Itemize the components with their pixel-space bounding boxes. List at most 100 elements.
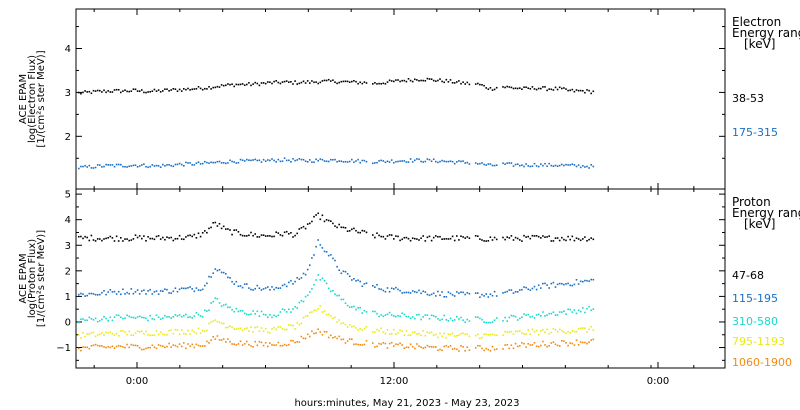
data-point xyxy=(174,238,177,240)
data-point xyxy=(571,311,574,313)
data-point xyxy=(588,328,590,331)
data-point xyxy=(468,320,471,322)
data-point xyxy=(407,315,410,318)
data-point xyxy=(195,311,198,314)
data-point xyxy=(372,234,374,236)
data-point xyxy=(550,282,553,285)
data-point xyxy=(537,333,540,336)
legend-entry: 47-68 xyxy=(732,269,764,282)
data-point xyxy=(306,80,309,82)
series-115-195 xyxy=(78,239,595,298)
data-point xyxy=(126,166,128,168)
data-point xyxy=(107,345,109,348)
data-point xyxy=(477,316,479,318)
data-point xyxy=(456,235,458,237)
data-point xyxy=(162,236,164,239)
data-point xyxy=(281,284,284,287)
data-point xyxy=(546,328,548,331)
data-point xyxy=(386,235,389,237)
data-point xyxy=(382,342,385,344)
data-point xyxy=(355,280,357,282)
data-point xyxy=(573,344,576,346)
data-point xyxy=(445,319,448,321)
data-point xyxy=(162,317,164,319)
data-point xyxy=(353,278,355,280)
data-point xyxy=(122,90,124,92)
data-point xyxy=(134,234,137,236)
data-point xyxy=(510,289,513,291)
data-point xyxy=(403,334,406,336)
data-point xyxy=(393,80,395,83)
data-point xyxy=(214,297,217,299)
data-point xyxy=(319,244,322,246)
data-point xyxy=(189,333,191,335)
data-point xyxy=(157,89,160,91)
data-point xyxy=(561,340,563,342)
data-point xyxy=(288,233,290,235)
data-point xyxy=(300,299,303,302)
data-point xyxy=(304,295,307,298)
data-point xyxy=(489,87,492,89)
data-point xyxy=(155,347,158,350)
data-point xyxy=(464,83,466,85)
data-point xyxy=(306,161,309,163)
data-point xyxy=(130,165,133,167)
data-point xyxy=(525,314,527,316)
data-point xyxy=(411,316,414,318)
data-point xyxy=(227,338,229,340)
y-axis-label-line: ACE EPAM xyxy=(18,253,29,303)
data-point xyxy=(372,83,374,85)
data-point xyxy=(584,279,586,282)
data-point xyxy=(164,334,166,336)
data-point xyxy=(206,329,208,332)
data-point xyxy=(233,328,235,330)
data-point xyxy=(248,234,250,237)
data-point xyxy=(554,314,557,316)
data-point xyxy=(153,346,156,349)
data-point xyxy=(519,239,521,241)
data-point xyxy=(466,236,469,238)
data-point xyxy=(159,238,162,240)
data-point xyxy=(159,290,162,292)
data-point xyxy=(311,161,313,163)
data-point xyxy=(84,90,86,92)
data-point xyxy=(195,287,198,289)
data-point xyxy=(254,233,256,235)
data-point xyxy=(235,344,238,346)
data-point xyxy=(212,300,214,303)
data-point xyxy=(208,86,210,88)
data-point xyxy=(432,158,435,160)
data-point xyxy=(590,278,592,281)
data-point xyxy=(558,86,561,89)
data-point xyxy=(227,162,229,164)
data-point xyxy=(582,165,584,167)
data-point xyxy=(117,290,120,293)
data-point xyxy=(183,238,185,241)
data-point xyxy=(584,236,586,238)
data-point xyxy=(285,311,288,313)
data-point xyxy=(451,332,454,335)
data-point xyxy=(166,88,168,90)
data-point xyxy=(357,279,359,281)
data-point xyxy=(544,282,546,285)
data-point xyxy=(105,237,107,240)
data-point xyxy=(554,329,557,331)
data-point xyxy=(155,90,158,92)
data-point xyxy=(395,79,397,81)
data-point xyxy=(579,341,582,343)
data-point xyxy=(474,334,477,337)
data-point xyxy=(141,316,143,319)
data-point xyxy=(313,81,315,84)
data-point xyxy=(101,91,103,93)
data-point xyxy=(414,78,416,81)
data-point xyxy=(546,284,548,286)
data-point xyxy=(460,235,462,237)
data-point xyxy=(225,162,227,165)
data-point xyxy=(535,88,538,91)
data-point xyxy=(111,91,114,93)
data-point xyxy=(306,333,309,336)
data-point xyxy=(588,280,590,282)
data-point xyxy=(409,334,412,336)
data-point xyxy=(176,345,179,348)
data-point xyxy=(122,288,124,291)
